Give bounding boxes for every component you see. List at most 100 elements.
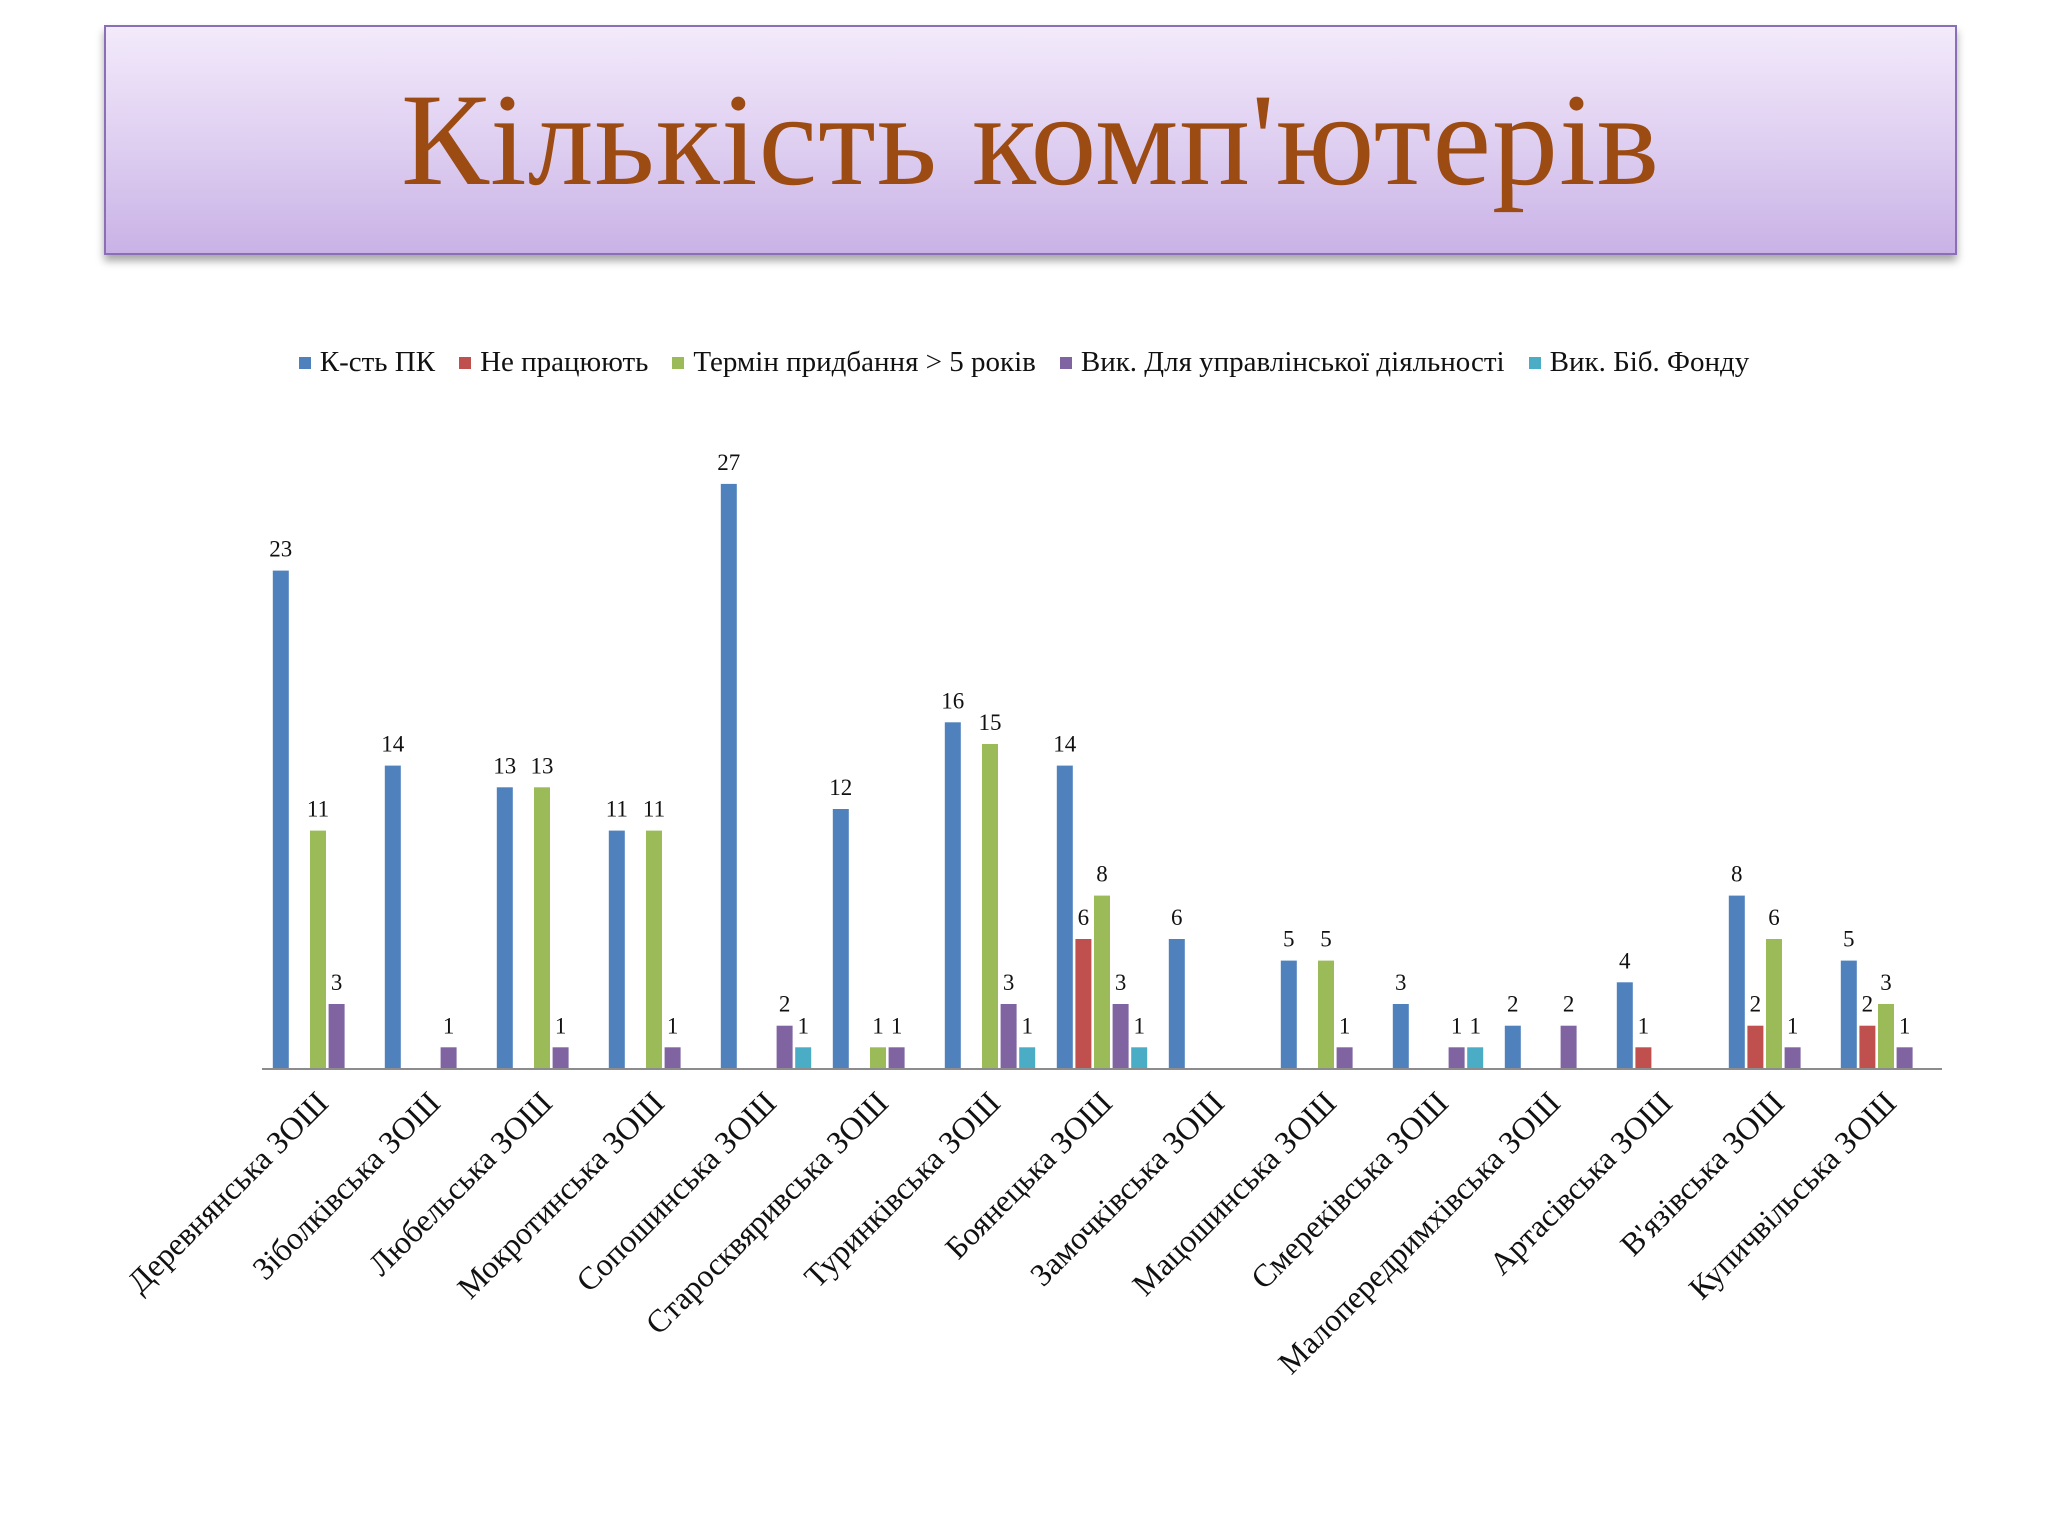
- bar: [795, 1047, 812, 1069]
- chart-legend: К-сть ПК Не працюють Термін придбання > 5 …: [0, 346, 2048, 379]
- data-label: 14: [381, 732, 405, 757]
- data-label: 1: [1469, 1013, 1481, 1038]
- data-label: 13: [493, 753, 516, 778]
- category-label: Мацошинська ЗОШ: [1125, 1084, 1343, 1302]
- bar: [328, 1004, 345, 1069]
- data-label: 1: [797, 1013, 809, 1038]
- bar: [1094, 895, 1110, 1069]
- bar: [1318, 960, 1334, 1069]
- legend-label: К-сть ПК: [319, 346, 436, 378]
- category-label: Смереківська ЗОШ: [1244, 1084, 1455, 1295]
- bar: [1840, 960, 1857, 1069]
- bar: [1616, 982, 1633, 1069]
- bar: [1635, 1047, 1652, 1069]
- data-label: 3: [1395, 970, 1407, 995]
- legend-swatch: [298, 356, 311, 369]
- bar: [1131, 1047, 1148, 1069]
- legend-item-3: Вик. Для управлінської діяльності: [1059, 346, 1505, 379]
- data-label: 1: [667, 1013, 679, 1038]
- legend-swatch: [1528, 356, 1541, 369]
- legend-item-0: К-сть ПК: [298, 346, 436, 379]
- data-label: 12: [829, 775, 852, 800]
- legend-item-4: Вик. Біб. Фонду: [1528, 346, 1750, 379]
- bar: [552, 1047, 569, 1069]
- data-label: 6: [1768, 905, 1780, 930]
- data-label: 16: [941, 688, 964, 713]
- data-label: 2: [1750, 992, 1762, 1017]
- data-label: 1: [1787, 1013, 1799, 1038]
- legend-label: Вик. Біб. Фонду: [1549, 346, 1750, 378]
- bar: [1056, 765, 1073, 1069]
- data-label: 1: [891, 1013, 903, 1038]
- bar: [1112, 1004, 1129, 1069]
- category-label: Сопошинська ЗОШ: [569, 1084, 783, 1298]
- data-label: 1: [1339, 1013, 1351, 1038]
- bar: [1896, 1047, 1913, 1069]
- bar: [1878, 1004, 1894, 1069]
- title-banner: Кількість комп'ютерів: [104, 25, 1957, 255]
- bar: [1504, 1025, 1521, 1069]
- category-label: Туринківська ЗОШ: [797, 1084, 1007, 1294]
- bar: [664, 1047, 681, 1069]
- data-label: 1: [1021, 1013, 1033, 1038]
- bar: [310, 830, 326, 1069]
- bar: [534, 787, 550, 1069]
- data-label: 5: [1320, 927, 1332, 952]
- data-label: 4: [1619, 948, 1631, 973]
- category-label: Мокротинська ЗОШ: [450, 1084, 671, 1305]
- bar: [384, 765, 401, 1069]
- bar: [888, 1047, 905, 1069]
- data-label: 14: [1053, 732, 1077, 757]
- bar: [1019, 1047, 1036, 1069]
- bar: [982, 744, 998, 1070]
- data-label: 1: [1451, 1013, 1463, 1038]
- data-label: 8: [1096, 862, 1108, 887]
- data-label: 6: [1078, 905, 1090, 930]
- data-label: 2: [1862, 992, 1874, 1017]
- data-label: 5: [1843, 927, 1855, 952]
- data-label: 5: [1283, 927, 1295, 952]
- category-label: Купичвільська ЗОШ: [1681, 1084, 1903, 1306]
- bar: [1859, 1025, 1876, 1069]
- category-label: Замочківська ЗОШ: [1023, 1084, 1231, 1292]
- bar: [1168, 939, 1185, 1069]
- bar: [1000, 1004, 1017, 1069]
- data-label: 1: [1133, 1013, 1145, 1038]
- slide-title: Кількість комп'ютерів: [400, 66, 1661, 213]
- data-label: 23: [269, 537, 292, 562]
- bar: [1560, 1025, 1577, 1069]
- data-label: 11: [307, 797, 329, 822]
- data-label: 11: [643, 797, 665, 822]
- data-label: 3: [331, 970, 343, 995]
- bar: [1728, 895, 1745, 1069]
- data-label: 2: [1563, 992, 1575, 1017]
- data-label: 15: [979, 710, 1002, 735]
- legend-item-2: Термін придбання > 5 років: [672, 346, 1036, 379]
- data-label: 3: [1880, 970, 1892, 995]
- bar: [1467, 1047, 1484, 1069]
- bar: [832, 809, 849, 1069]
- data-label: 11: [606, 797, 628, 822]
- data-label: 2: [779, 992, 791, 1017]
- bar: [776, 1025, 793, 1069]
- bar: [496, 787, 513, 1069]
- bar: [440, 1047, 457, 1069]
- bar: [1448, 1047, 1465, 1069]
- data-label: 3: [1115, 970, 1127, 995]
- bar: [1075, 939, 1092, 1069]
- legend-item-1: Не працюють: [459, 346, 648, 379]
- bar: [272, 570, 289, 1069]
- bar: [870, 1047, 886, 1069]
- legend-label: Вик. Для управлінської діяльності: [1080, 346, 1505, 378]
- bar: [1336, 1047, 1353, 1069]
- bar: [646, 830, 662, 1069]
- legend-swatch: [1059, 356, 1072, 369]
- data-label: 1: [872, 1013, 884, 1038]
- legend-label: Не працюють: [480, 346, 649, 378]
- bar: [608, 830, 625, 1069]
- bar: [1747, 1025, 1764, 1069]
- data-label: 2: [1507, 992, 1519, 1017]
- legend-label: Термін придбання > 5 років: [693, 346, 1036, 378]
- data-label: 1: [443, 1013, 455, 1038]
